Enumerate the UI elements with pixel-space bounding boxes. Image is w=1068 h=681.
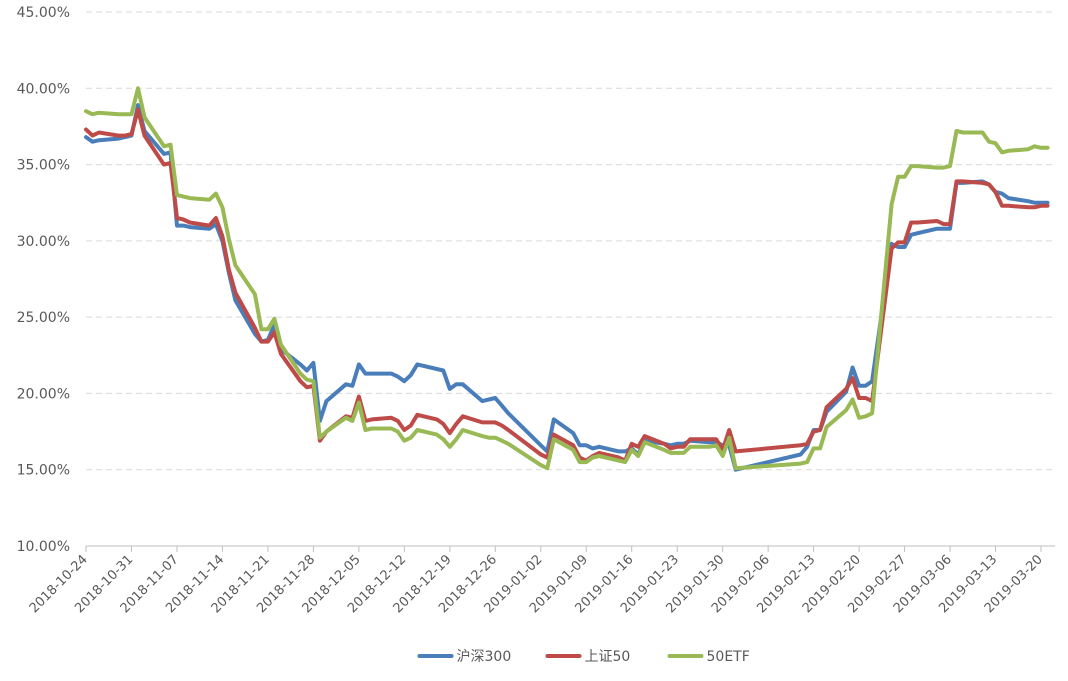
legend-label: 沪深300 xyxy=(457,649,512,665)
y-tick-label: 10.00% xyxy=(17,539,70,555)
y-tick-label: 15.00% xyxy=(17,463,70,479)
y-tick-label: 40.00% xyxy=(17,81,70,97)
y-tick-label: 35.00% xyxy=(17,158,70,174)
y-axis-ticks: 10.00% 15.00% 20.00% 25.00% 30.00% 35.00% 40.0… xyxy=(17,5,70,555)
legend-label: 50ETF xyxy=(707,649,750,665)
y-tick-label: 45.00% xyxy=(17,5,70,21)
y-tick-label: 25.00% xyxy=(17,310,70,326)
legend: 沪深300 上证50 50ETF xyxy=(417,649,750,665)
gridlines xyxy=(86,11,1055,471)
legend-label: 上证50 xyxy=(585,649,631,665)
x-axis: 2018-10-242018-10-312018-11-072018-11-14… xyxy=(27,545,1055,616)
series-line-沪深300 xyxy=(84,103,1050,472)
y-tick-label: 20.00% xyxy=(17,386,70,402)
series-lines xyxy=(84,86,1050,472)
series-line-50ETF xyxy=(84,86,1050,471)
y-tick-label: 30.00% xyxy=(17,234,70,250)
